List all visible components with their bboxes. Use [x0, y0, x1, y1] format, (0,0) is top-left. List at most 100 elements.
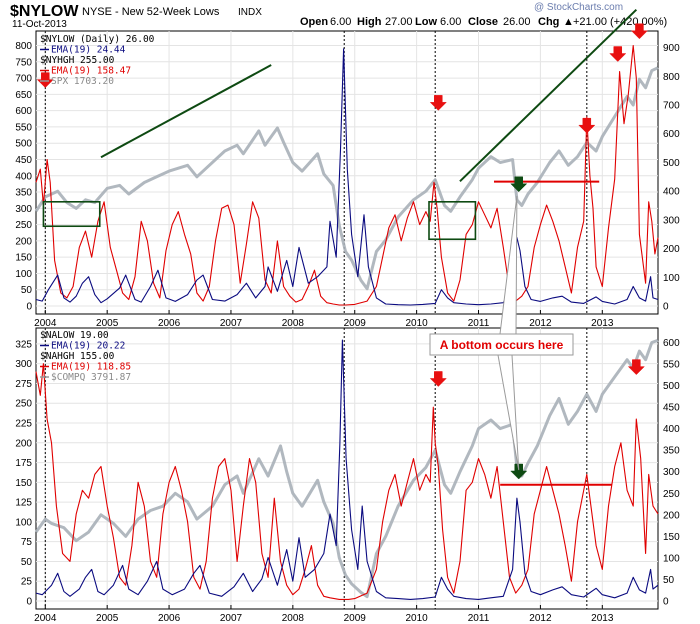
x-tick-label: 2005 [96, 318, 119, 329]
x-tick-label: 2007 [220, 613, 243, 624]
right-tick-label: 600 [663, 129, 680, 140]
left-tick-label: 150 [15, 253, 32, 264]
right-tick-label: 700 [663, 101, 680, 112]
series-line-index [34, 66, 659, 291]
left-tick-label: 175 [15, 458, 32, 469]
right-tick-label: 500 [663, 158, 680, 169]
left-tick-label: 100 [15, 269, 32, 280]
red-down-arrow-icon [578, 117, 596, 134]
x-tick-label: 2008 [282, 318, 305, 329]
x-tick-label: 2011 [468, 318, 490, 329]
red-down-arrow-icon [36, 72, 54, 88]
close-label: Close [468, 16, 498, 28]
left-tick-label: 750 [15, 57, 32, 68]
legend-entry: EMA(19) 158.47 [51, 66, 131, 77]
left-tick-label: 500 [15, 139, 32, 150]
red-down-arrow-icon [630, 23, 649, 40]
left-tick-label: 225 [15, 419, 32, 430]
legend-entry: $NALOW 19.00 [40, 330, 109, 341]
consolidation-box [42, 201, 101, 228]
close-value: 26.00 [503, 16, 531, 28]
left-tick-label: 300 [15, 359, 32, 370]
x-tick-label: 2005 [96, 613, 119, 624]
x-tick-label: 2013 [591, 613, 614, 624]
left-tick-label: 125 [15, 498, 32, 509]
right-tick-label: 300 [663, 467, 680, 478]
x-tick-label: 2012 [529, 318, 552, 329]
trendline [100, 64, 272, 159]
series-line-lows-ema [35, 48, 659, 306]
consolidation-box [428, 201, 477, 241]
right-tick-label: 900 [663, 43, 680, 54]
right-tick-label: 50 [663, 575, 675, 586]
x-tick-label: 2006 [158, 318, 181, 329]
left-tick-label: 25 [21, 577, 33, 588]
x-tick-label: 2010 [406, 613, 429, 624]
left-tick-label: 400 [15, 171, 32, 182]
series-line-index [34, 338, 659, 599]
legend-entry: SPX 1703.20 [51, 76, 114, 87]
red-down-arrow-icon [627, 359, 645, 375]
series-line-highs-ema [35, 44, 659, 306]
left-tick-label: 50 [21, 285, 33, 296]
legend-entry: EMA(19) 24.44 [51, 45, 126, 56]
chart-index-tag: INDX [238, 7, 262, 18]
right-tick-label: 150 [663, 532, 680, 543]
left-tick-label: 300 [15, 204, 32, 215]
left-tick-label: 50 [21, 557, 33, 568]
left-tick-label: 200 [15, 438, 32, 449]
series-line-highs-ema [35, 363, 659, 600]
series-line-lows-ema [35, 339, 659, 600]
left-tick-label: 0 [26, 597, 32, 608]
right-tick-label: 300 [663, 215, 680, 226]
left-tick-label: 200 [15, 236, 32, 247]
right-tick-label: 0 [663, 597, 669, 608]
high-label: High [357, 16, 382, 28]
x-tick-label: 2007 [220, 318, 243, 329]
x-tick-label: 2004 [34, 318, 57, 329]
right-tick-label: 200 [663, 510, 680, 521]
low-label: Low [415, 16, 437, 28]
left-tick-label: 0 [26, 302, 32, 313]
right-tick-label: 500 [663, 381, 680, 392]
left-tick-label: 325 [15, 339, 32, 350]
right-tick-label: 550 [663, 360, 680, 371]
chart-date: 11-Oct-2013 [12, 19, 67, 30]
left-tick-label: 150 [15, 478, 32, 489]
legend-entry: $NYHGH 255.00 [40, 55, 115, 66]
x-tick-label: 2009 [344, 613, 367, 624]
left-tick-label: 275 [15, 379, 32, 390]
right-tick-label: 350 [663, 446, 680, 457]
left-tick-label: 250 [15, 220, 32, 231]
x-tick-label: 2009 [344, 318, 367, 329]
red-down-arrow-icon [429, 95, 447, 111]
left-tick-label: 650 [15, 90, 32, 101]
trendline [459, 8, 638, 183]
right-tick-label: 100 [663, 553, 680, 564]
top-panel: 0 50 100 150 200 250 300 350 400 450 500 550 600 650 7… [15, 8, 680, 329]
right-tick-label: 400 [663, 187, 680, 198]
left-tick-label: 250 [15, 399, 32, 410]
right-tick-label: 400 [663, 424, 680, 435]
right-tick-label: 200 [663, 244, 680, 255]
left-tick-label: 75 [21, 537, 33, 548]
open-value: 6.00 [330, 16, 351, 28]
chg-label: Chg [538, 16, 559, 28]
low-value: 6.00 [440, 16, 461, 28]
x-tick-label: 2004 [34, 613, 57, 624]
bottom-panel: 0 25 50 75 100 125 150 175 200 225 250 275 300 325 0 50… [15, 195, 680, 624]
open-label: Open [300, 16, 328, 28]
right-tick-label: 800 [663, 72, 680, 83]
legend-entry: $COMPQ 3791.87 [51, 372, 131, 383]
left-tick-label: 350 [15, 188, 32, 199]
x-tick-label: 2010 [406, 318, 429, 329]
legend-entry: EMA(19) 20.22 [51, 341, 125, 352]
red-down-arrow-icon [429, 371, 447, 387]
left-tick-label: 450 [15, 155, 32, 166]
x-tick-label: 2012 [529, 613, 552, 624]
green-down-arrow-icon [510, 176, 528, 193]
legend-entry: EMA(19) 118.85 [51, 362, 131, 373]
chg-arrow-icon: ▲ [563, 16, 574, 28]
legend-entry: $NYLOW (Daily) 26.00 [40, 34, 155, 45]
